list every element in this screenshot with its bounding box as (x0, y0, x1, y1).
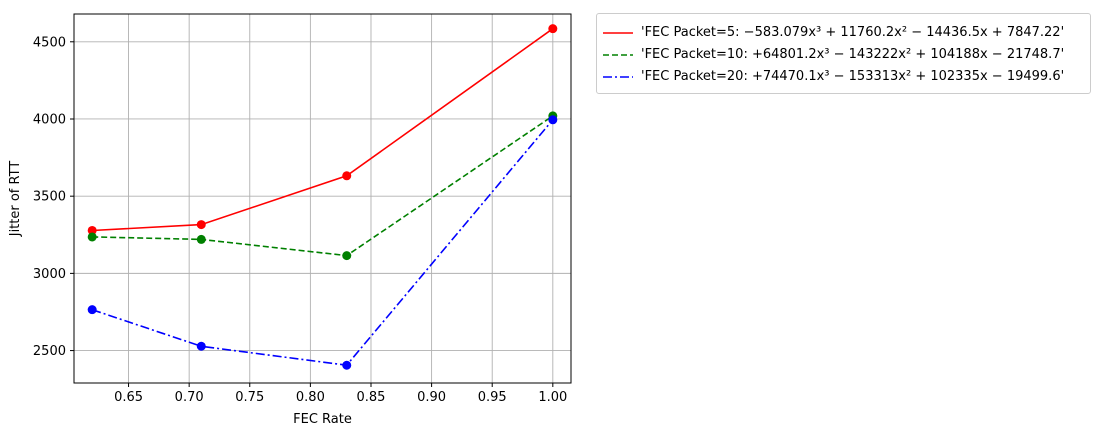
data-point (87, 305, 97, 315)
y-tick-label: 3500 (33, 190, 66, 205)
legend-entry: 'FEC Packet=10: +64801.2x³ − 143222x² + … (597, 45, 1090, 65)
legend-swatch-icon (603, 32, 633, 34)
data-point (87, 232, 97, 242)
legend: 'FEC Packet=5: −583.079x³ + 11760.2x² − … (596, 13, 1091, 94)
x-tick-label: 0.75 (235, 390, 264, 405)
data-point (342, 251, 352, 261)
y-axis-label: Jitter of RTT (8, 161, 23, 238)
x-tick-label: 0.95 (478, 390, 507, 405)
data-point (196, 220, 206, 230)
x-tick-label: 0.70 (175, 390, 204, 405)
data-point (548, 24, 558, 34)
data-point (548, 115, 558, 125)
data-point (342, 360, 352, 370)
y-tick-label: 2500 (33, 344, 66, 359)
y-tick-label: 4000 (33, 112, 66, 127)
data-point (342, 171, 352, 181)
legend-swatch-icon (603, 76, 633, 78)
data-point (87, 225, 97, 235)
x-tick-label: 1.00 (538, 390, 567, 405)
legend-swatch-icon (603, 54, 633, 56)
x-axis-label: FEC Rate (293, 412, 352, 427)
x-tick-label: 0.80 (296, 390, 325, 405)
legend-entry: 'FEC Packet=20: +74470.1x³ − 153313x² + … (597, 67, 1090, 87)
series-line (92, 115, 554, 257)
y-tick-label: 4500 (33, 35, 66, 50)
data-point (196, 234, 206, 244)
legend-entry: 'FEC Packet=5: −583.079x³ + 11760.2x² − … (597, 23, 1090, 43)
legend-label: 'FEC Packet=20: +74470.1x³ − 153313x² + … (641, 69, 1065, 84)
data-point (196, 341, 206, 351)
series-line (92, 28, 554, 232)
x-tick-label: 0.85 (357, 390, 386, 405)
series-line (91, 119, 554, 367)
ticks: 0.65 0.70 0.75 0.80 0.85 0.90 0.95 1.00 2500 3000… (33, 35, 567, 405)
series-layer (87, 24, 558, 370)
plot-frame (73, 13, 572, 384)
y-tick-label: 3000 (33, 267, 66, 282)
grid (74, 14, 571, 383)
x-tick-label: 0.90 (417, 390, 446, 405)
x-tick-label: 0.65 (114, 390, 143, 405)
legend-label: 'FEC Packet=5: −583.079x³ + 11760.2x² − … (641, 25, 1065, 40)
legend-label: 'FEC Packet=10: +64801.2x³ − 143222x² + … (641, 47, 1065, 62)
